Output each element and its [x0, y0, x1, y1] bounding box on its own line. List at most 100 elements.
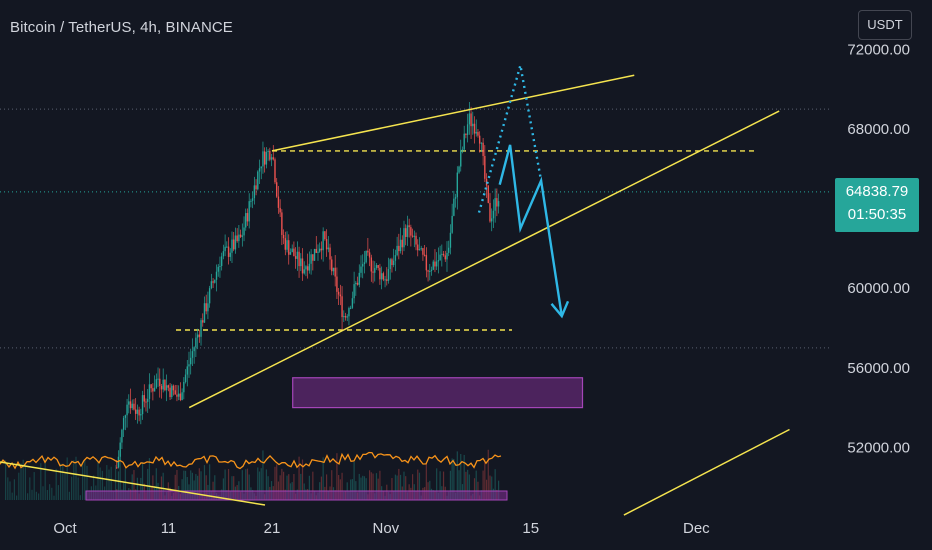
x-tick-label: 21 [264, 520, 281, 537]
candle-body [229, 252, 231, 257]
volume-bar [286, 475, 288, 500]
candle-body [143, 395, 145, 402]
candle-body [439, 254, 441, 261]
volume-bar [16, 495, 18, 500]
candle-body [276, 182, 278, 197]
candle-body [358, 272, 360, 285]
candle-body [448, 247, 450, 253]
candle-body [279, 207, 281, 213]
y-tick-label: 52000.00 [847, 439, 910, 456]
candle-body [334, 267, 336, 277]
candle-body [210, 281, 213, 289]
volume-bar [147, 468, 149, 500]
volume-bar [482, 470, 484, 500]
volume-bar [436, 468, 438, 500]
candle-body [188, 364, 190, 367]
candle-body [339, 294, 342, 297]
oscillator [0, 451, 502, 470]
candle-body [435, 261, 438, 267]
candle-body [446, 252, 448, 260]
candle-body [336, 276, 338, 292]
candle-body [179, 393, 182, 401]
volume-bar [38, 493, 40, 500]
candle-body [451, 215, 453, 233]
candle-body [212, 281, 214, 283]
volume-bar [133, 470, 135, 500]
volume-bar [258, 471, 261, 500]
volume-bar [398, 468, 400, 500]
candle-body [372, 271, 374, 273]
candle-body [398, 245, 400, 252]
volume-bar [20, 463, 22, 500]
volume-bar [363, 476, 366, 500]
candle-body [484, 155, 486, 179]
volume-bar [13, 479, 15, 500]
volume-bar [411, 474, 414, 500]
volume-bar [429, 480, 431, 500]
volume-bar [124, 468, 126, 500]
volume-bar [162, 472, 164, 500]
volume-bar [468, 474, 470, 500]
candle-body [491, 218, 493, 222]
y-tick-label: 60000.00 [847, 280, 910, 297]
candle-body [119, 442, 121, 457]
volume-bar [360, 477, 362, 500]
currency-badge[interactable]: USDT [858, 10, 912, 40]
candle-body [298, 251, 300, 267]
volume-bar [322, 457, 324, 500]
volume-bar [241, 470, 243, 500]
candle-body [470, 113, 472, 127]
candle-body [207, 303, 209, 312]
volume-bar [198, 468, 200, 500]
candle-body [181, 392, 183, 401]
time-axis: Oct 11 21 Nov 15 Dec [53, 520, 710, 537]
candle-body [272, 157, 274, 160]
candle-body [289, 251, 292, 255]
candle-body [403, 228, 405, 248]
volume-bar [487, 449, 489, 500]
candle-body [274, 159, 276, 183]
volume-bar [377, 478, 379, 500]
volume-bar [141, 462, 144, 500]
candle-body [265, 151, 268, 165]
volume-bar [42, 486, 44, 500]
volume-bar [155, 468, 157, 500]
candle-body [172, 385, 175, 391]
candle-body [355, 282, 357, 285]
candle-body [205, 303, 207, 312]
volume-bar [460, 453, 462, 500]
candle-body [477, 131, 479, 136]
candle-body [167, 385, 170, 388]
volume-bar [418, 472, 421, 500]
candle-body [301, 258, 304, 274]
volume-bar [214, 475, 216, 500]
volume-bar [5, 460, 7, 500]
volume-bar [40, 463, 42, 500]
candle-body [320, 248, 323, 251]
volume-bar [93, 475, 95, 500]
candle-body [456, 172, 459, 198]
candle-body [489, 202, 491, 222]
candle-body [152, 388, 154, 392]
y-tick-label: 68000.00 [847, 121, 910, 138]
volume-bar [84, 459, 86, 500]
candle-body [365, 250, 367, 263]
volume-bar [131, 474, 133, 500]
candle-body [286, 240, 288, 250]
candle-body [190, 357, 192, 365]
volume-bar [64, 473, 66, 500]
candle-body [344, 316, 347, 318]
candle-body [145, 401, 147, 403]
volume-bar [370, 472, 372, 500]
volume-bar [353, 461, 355, 500]
candle-body [116, 467, 118, 469]
volume-bar [203, 465, 206, 500]
candle-body [420, 248, 422, 250]
price-axis: 72000.00 68000.00 60000.00 56000.00 52000.00 [847, 41, 910, 456]
candle-body [215, 271, 218, 280]
y-tick-label: 56000.00 [847, 360, 910, 377]
volume-bar [209, 464, 211, 500]
candle-body [441, 253, 443, 255]
